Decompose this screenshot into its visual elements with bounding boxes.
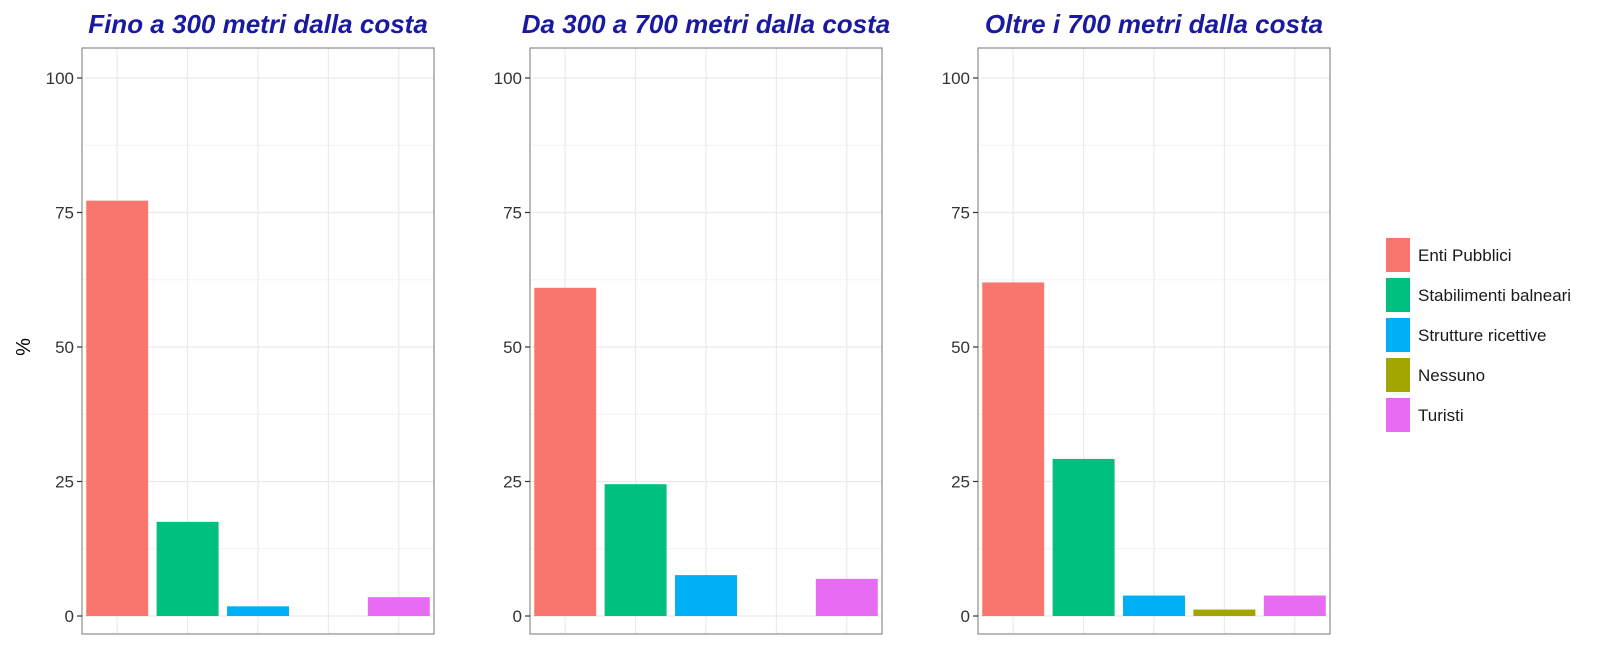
legend-swatch [1386,318,1410,352]
panel-2: Da 300 a 700 metri dalla costa 0 25 50 75 100 [494,9,891,635]
legend-swatch [1386,278,1410,312]
legend-swatch [1386,238,1410,272]
y-tick-label: 50 [55,338,74,357]
panel-3: Oltre i 700 metri dalla costa 0 25 50 75 100 [942,9,1331,635]
y-tick-label: 75 [951,204,970,223]
y-tick-label: 75 [503,204,522,223]
y-tick-label: 50 [951,338,970,357]
legend-item: Nessuno [1386,358,1485,392]
bar [1263,595,1326,616]
panel-border [977,47,1331,635]
bar [604,484,667,616]
y-tick-label: 0 [65,607,74,626]
y-tick-label: 25 [951,473,970,492]
legend-swatch [1386,398,1410,432]
legend-item: Stabilimenti balneari [1386,278,1571,312]
y-tick-label: 0 [513,607,522,626]
chart-panels: Fino a 300 metri dalla costa0255075100Da… [46,9,1331,635]
legend-label: Enti Pubblici [1418,246,1512,265]
y-tick-label: 25 [503,473,522,492]
panel-title: Oltre i 700 metri dalla costa [985,9,1323,39]
legend: Enti Pubblici Stabilimenti balneari Strutt… [1386,238,1571,432]
bar [1052,458,1115,616]
legend-label: Stabilimenti balneari [1418,286,1571,305]
panel-border [529,47,883,635]
y-tick-label: 50 [503,338,522,357]
legend-item: Enti Pubblici [1386,238,1512,272]
y-tick-label: 100 [942,69,970,88]
panel-title: Fino a 300 metri dalla costa [88,9,428,39]
legend-label: Turisti [1418,406,1464,425]
bar [156,521,219,616]
bar [534,287,597,616]
legend-label: Nessuno [1418,366,1485,385]
bar [367,597,430,616]
y-tick-label: 100 [46,69,74,88]
legend-swatch [1386,358,1410,392]
bar [675,575,737,616]
bar [227,606,289,616]
legend-label: Strutture ricettive [1418,326,1547,345]
bar [1123,595,1185,616]
legend-item: Strutture ricettive [1386,318,1547,352]
bar [86,200,149,616]
panel-border [81,47,435,635]
y-axis-label: % [13,338,35,356]
y-tick-label: 75 [55,204,74,223]
panel-title: Da 300 a 700 metri dalla costa [522,9,891,39]
bar [815,578,878,616]
y-tick-label: 0 [961,607,970,626]
bar [1193,609,1256,616]
y-tick-label: 100 [494,69,522,88]
legend-item: Turisti [1386,398,1464,432]
panel-1: Fino a 300 metri dalla costa 0 25 50 75 100 [46,9,435,635]
bar [982,282,1045,616]
y-tick-label: 25 [55,473,74,492]
